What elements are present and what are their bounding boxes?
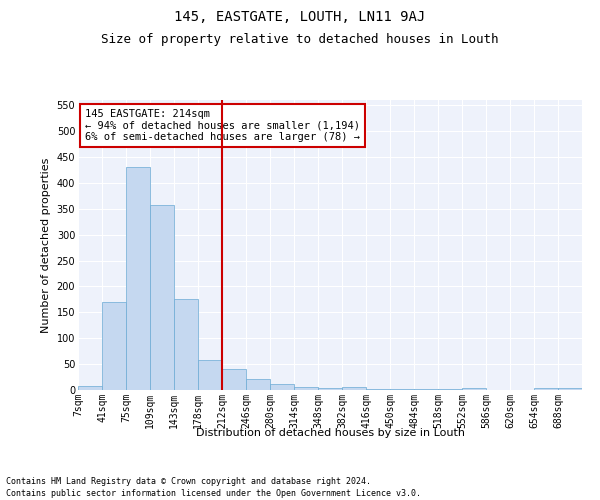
Bar — [222, 370, 246, 390]
Bar — [462, 388, 486, 390]
Bar — [102, 302, 126, 390]
Text: Size of property relative to detached houses in Louth: Size of property relative to detached ho… — [101, 32, 499, 46]
Y-axis label: Number of detached properties: Number of detached properties — [41, 158, 51, 332]
Bar — [246, 379, 270, 390]
Bar — [294, 387, 318, 390]
Bar — [558, 388, 582, 390]
Text: Contains HM Land Registry data © Crown copyright and database right 2024.: Contains HM Land Registry data © Crown c… — [6, 478, 371, 486]
Text: 145, EASTGATE, LOUTH, LN11 9AJ: 145, EASTGATE, LOUTH, LN11 9AJ — [175, 10, 425, 24]
Text: 145 EASTGATE: 214sqm
← 94% of detached houses are smaller (1,194)
6% of semi-det: 145 EASTGATE: 214sqm ← 94% of detached h… — [85, 109, 360, 142]
Bar — [390, 389, 414, 390]
Bar — [366, 389, 390, 390]
Bar — [270, 384, 294, 390]
Bar — [342, 388, 366, 390]
Bar — [78, 386, 102, 390]
Bar — [150, 205, 174, 390]
Text: Distribution of detached houses by size in Louth: Distribution of detached houses by size … — [196, 428, 464, 438]
Bar — [126, 168, 150, 390]
Bar — [174, 300, 198, 390]
Bar — [318, 388, 342, 390]
Bar — [198, 360, 222, 390]
Bar — [534, 388, 558, 390]
Text: Contains public sector information licensed under the Open Government Licence v3: Contains public sector information licen… — [6, 489, 421, 498]
